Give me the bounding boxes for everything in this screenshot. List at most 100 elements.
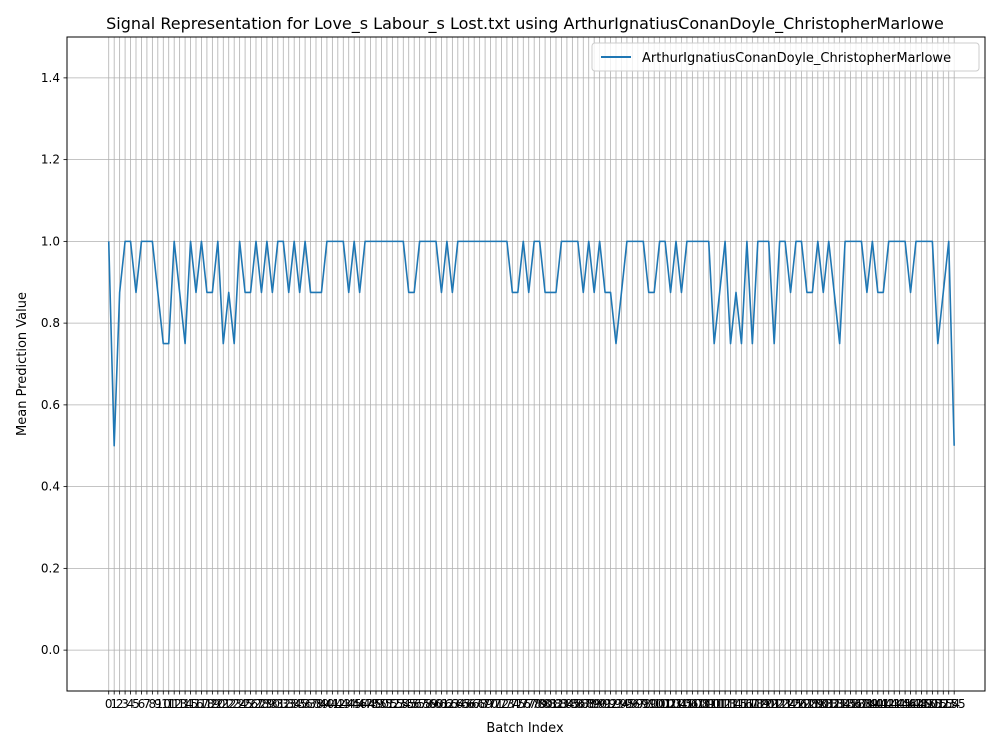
x-tick-label: 35	[292, 697, 307, 711]
x-tick-label: 147	[899, 697, 922, 711]
x-tick-label: 131	[812, 697, 835, 711]
x-tick-label: 125	[779, 697, 802, 711]
x-tick-label: 59	[423, 697, 438, 711]
x-tick-label: 132	[817, 697, 840, 711]
x-tick-label: 25	[237, 697, 252, 711]
x-tick-label: 67	[467, 697, 482, 711]
x-tick-label: 108	[686, 697, 709, 711]
x-tick-label: 2	[116, 697, 124, 711]
x-tick-label: 39	[314, 697, 329, 711]
x-tick-label: 34	[287, 697, 302, 711]
x-tick-label: 103	[659, 697, 682, 711]
x-tick-label: 37	[303, 697, 318, 711]
y-tick-label: 0.8	[41, 316, 60, 330]
x-tick-label: 154	[937, 697, 960, 711]
x-tick-label: 47	[357, 697, 372, 711]
x-tick-label: 121	[757, 697, 780, 711]
x-tick-label: 48	[363, 697, 378, 711]
x-tick-label: 109	[692, 697, 715, 711]
x-tick-label: 52	[385, 697, 400, 711]
x-axis: 0123456789101112131415161718192021222324…	[105, 691, 966, 711]
x-tick-label: 5	[132, 697, 140, 711]
x-tick-label: 134	[828, 697, 851, 711]
x-tick-label: 19	[205, 697, 220, 711]
x-tick-label: 78	[527, 697, 542, 711]
x-tick-label: 84	[559, 697, 574, 711]
x-tick-label: 61	[434, 697, 449, 711]
x-tick-label: 126	[785, 697, 808, 711]
x-tick-label: 62	[439, 697, 454, 711]
x-tick-label: 64	[450, 697, 465, 711]
x-tick-label: 101	[648, 697, 671, 711]
y-tick-label: 1.2	[41, 153, 60, 167]
x-tick-label: 79	[532, 697, 547, 711]
x-tick-label: 8	[149, 697, 157, 711]
x-tick-label: 99	[641, 697, 656, 711]
x-tick-label: 82	[548, 697, 563, 711]
legend-box	[591, 42, 980, 72]
x-tick-label: 94	[614, 697, 629, 711]
x-tick-label: 95	[619, 697, 634, 711]
series-line	[107, 240, 955, 447]
x-tick-label: 129	[801, 697, 824, 711]
x-tick-label: 80	[537, 697, 552, 711]
x-tick-label: 76	[516, 697, 531, 711]
x-tick-label: 149	[910, 697, 933, 711]
x-tick-label: 146	[894, 697, 917, 711]
x-tick-label: 63	[445, 697, 460, 711]
x-tick-label: 23	[227, 697, 242, 711]
x-tick-label: 145	[888, 697, 911, 711]
x-tick-label: 75	[510, 697, 525, 711]
x-tick-label: 54	[396, 697, 411, 711]
x-tick-label: 44	[341, 697, 356, 711]
x-tick-label: 86	[570, 697, 585, 711]
x-tick-label: 18	[199, 697, 214, 711]
x-tick-label: 100	[643, 697, 666, 711]
x-tick-label: 96	[625, 697, 640, 711]
x-tick-label: 36	[297, 697, 312, 711]
x-tick-label: 128	[795, 697, 818, 711]
x-tick-label: 153	[932, 697, 955, 711]
x-tick-label: 6	[138, 697, 146, 711]
x-tick-label: 115	[725, 697, 748, 711]
x-tick-label: 27	[248, 697, 263, 711]
x-tick-label: 143	[877, 697, 900, 711]
legend: ArthurIgnatiusConanDoyle_ChristopherMarl…	[591, 42, 980, 72]
x-tick-label: 20	[210, 697, 225, 711]
x-tick-label: 91	[597, 697, 612, 711]
x-tick-label: 136	[839, 697, 862, 711]
x-tick-label: 55	[401, 697, 416, 711]
x-tick-label: 28	[254, 697, 269, 711]
x-tick-label: 142	[872, 697, 895, 711]
x-tick-label: 122	[763, 697, 786, 711]
x-tick-label: 40	[319, 697, 334, 711]
x-tick-label: 90	[592, 697, 607, 711]
x-tick-label: 138	[850, 697, 873, 711]
x-tick-label: 110	[697, 697, 720, 711]
x-tick-label: 41	[325, 697, 340, 711]
x-tick-label: 9	[154, 697, 162, 711]
x-tick-label: 65	[456, 697, 471, 711]
x-tick-label: 137	[845, 697, 868, 711]
chart-title: Signal Representation for Love_s Labour_…	[106, 14, 944, 34]
x-tick-label: 130	[806, 697, 829, 711]
x-tick-label: 56	[407, 697, 422, 711]
x-tick-label: 87	[576, 697, 591, 711]
x-tick-label: 66	[461, 697, 476, 711]
x-tick-label: 69	[477, 697, 492, 711]
y-axis-label: Mean Prediction Value	[15, 292, 30, 436]
x-tick-label: 70	[483, 697, 498, 711]
x-tick-label: 11	[161, 697, 176, 711]
x-tick-label: 124	[774, 697, 797, 711]
x-tick-label: 60	[428, 697, 443, 711]
x-tick-label: 139	[855, 697, 878, 711]
x-tick-label: 102	[654, 697, 677, 711]
plot-area-frame	[66, 36, 986, 692]
x-tick-label: 13	[172, 697, 187, 711]
x-tick-label: 144	[883, 697, 906, 711]
x-tick-label: 98	[636, 697, 651, 711]
x-tick-label: 112	[708, 697, 731, 711]
x-tick-label: 155	[943, 697, 966, 711]
y-axis: 0.0 0.2 0.4 0.6 0.8 1.0 1.2 1.4	[41, 71, 67, 657]
